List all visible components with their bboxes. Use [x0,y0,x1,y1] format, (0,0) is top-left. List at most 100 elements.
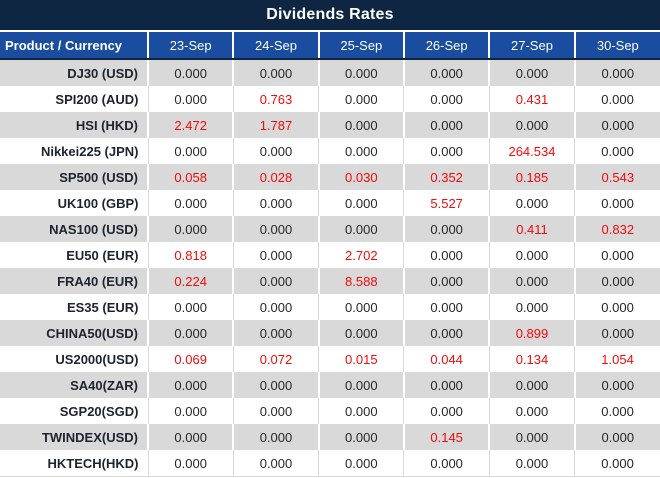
product-cell: UK100 (GBP) [0,190,148,216]
table-row: EU50 (EUR) 0.818 0.000 2.702 0.000 0.000 0.000 [0,242,660,268]
table-title: Dividends Rates [0,0,660,32]
value-cell: 0.000 [574,398,660,424]
value-cell: 0.000 [232,320,319,346]
value-cell: 0.000 [488,294,575,320]
table-row: NAS100 (USD) 0.000 0.000 0.000 0.000 0.411 0.8… [0,216,660,242]
value-cell: 0.000 [574,138,660,164]
value-cell: 0.000 [403,450,490,477]
value-cell: 0.000 [402,320,490,346]
value-cell: 0.818 [147,242,234,268]
value-cell: 0.000 [573,59,660,86]
value-cell: 0.000 [574,242,660,268]
value-cell: 0.000 [317,59,404,86]
table-row: SPI200 (AUD) 0.000 0.763 0.000 0.000 0.431 0.0… [0,86,660,112]
product-cell: SA40(ZAR) [0,372,148,398]
value-cell: 0.000 [317,112,404,138]
table-row: DJ30 (USD) 0.000 0.000 0.000 0.000 0.000 0.000 [0,59,660,86]
value-cell: 0.000 [146,372,234,398]
value-cell: 0.000 [147,450,234,477]
value-cell: 0.763 [232,86,319,112]
table-title-text: Dividends Rates [266,6,394,23]
column-header-date-2: 24-Sep [232,32,319,60]
value-cell: 0.000 [402,372,490,398]
value-cell: 0.000 [232,216,319,242]
product-cell: Nikkei225 (JPN) [0,138,148,164]
value-cell: 0.224 [146,268,234,294]
table-row: FRA40 (EUR) 0.224 0.000 8.588 0.000 0.000 0.00… [0,268,660,294]
value-cell: 0.000 [232,268,319,294]
value-cell: 0.000 [318,294,404,320]
product-cell: DJ30 (USD) [0,59,148,86]
value-cell: 0.411 [488,216,575,242]
product-cell: SP500 (USD) [0,164,148,190]
value-cell: 0.000 [573,112,660,138]
value-cell: 0.000 [488,424,575,450]
value-cell: 0.058 [146,164,234,190]
value-cell: 2.472 [146,112,234,138]
value-cell: 0.000 [574,450,660,477]
column-header-date-1: 23-Sep [146,32,234,60]
value-cell: 0.000 [232,294,319,320]
value-cell: 0.543 [573,164,660,190]
value-cell: 0.000 [232,372,319,398]
value-cell: 0.134 [488,346,575,372]
value-cell: 0.000 [318,138,404,164]
table-row: CHINA50(USD) 0.000 0.000 0.000 0.000 0.899 0.0… [0,320,660,346]
product-cell: HSI (HKD) [0,112,148,138]
value-cell: 0.000 [318,398,404,424]
value-cell: 0.000 [574,190,660,216]
value-cell: 0.000 [232,190,319,216]
table-body: DJ30 (USD) 0.000 0.000 0.000 0.000 0.000 0.000… [0,59,660,477]
value-cell: 0.000 [146,424,234,450]
value-cell: 0.000 [403,138,490,164]
value-cell: 0.352 [402,164,490,190]
value-cell: 0.044 [403,346,490,372]
value-cell: 0.000 [317,216,404,242]
value-cell: 0.000 [402,216,490,242]
table-row: ES35 (EUR) 0.000 0.000 0.000 0.000 0.000 0.000 [0,294,660,320]
value-cell: 0.000 [318,190,404,216]
column-header-date-4: 26-Sep [402,32,490,60]
value-cell: 0.000 [574,86,660,112]
value-cell: 0.000 [573,268,660,294]
value-cell: 0.000 [402,59,490,86]
value-cell: 0.000 [488,268,575,294]
value-cell: 0.000 [147,86,234,112]
value-cell: 0.000 [488,112,575,138]
column-header-date-5: 27-Sep [488,32,575,60]
value-cell: 0.000 [403,86,490,112]
value-cell: 0.000 [147,398,234,424]
value-cell: 0.000 [403,398,490,424]
value-cell: 0.000 [317,424,404,450]
value-cell: 0.000 [232,450,319,477]
value-cell: 0.000 [147,294,234,320]
table-row: SGP20(SGD) 0.000 0.000 0.000 0.000 0.000 0.000 [0,398,660,424]
value-cell: 0.431 [488,86,575,112]
table-row: US2000(USD) 0.069 0.072 0.015 0.044 0.134 1.05… [0,346,660,372]
value-cell: 0.000 [146,216,234,242]
table-row: HSI (HKD) 2.472 1.787 0.000 0.000 0.000 0.000 [0,112,660,138]
product-cell: ES35 (EUR) [0,294,148,320]
product-cell: EU50 (EUR) [0,242,148,268]
table-row: Nikkei225 (JPN) 0.000 0.000 0.000 0.000 264.5… [0,138,660,164]
value-cell: 8.588 [317,268,404,294]
table-header-row: Product / Currency 23-Sep 24-Sep 25-Sep … [0,32,660,60]
value-cell: 0.832 [573,216,660,242]
table-row: SP500 (USD) 0.058 0.028 0.030 0.352 0.185 0.54… [0,164,660,190]
column-header-date-6: 30-Sep [573,32,660,60]
value-cell: 0.000 [488,190,575,216]
value-cell: 0.000 [488,242,575,268]
column-header-product: Product / Currency [0,32,148,60]
value-cell: 0.000 [488,450,575,477]
value-cell: 0.000 [318,450,404,477]
value-cell: 0.000 [317,372,404,398]
product-cell: CHINA50(USD) [0,320,148,346]
value-cell: 0.000 [146,320,234,346]
table-row: HKTECH(HKD) 0.000 0.000 0.000 0.000 0.000 0.00… [0,450,660,477]
product-cell: NAS100 (USD) [0,216,148,242]
value-cell: 0.899 [488,320,575,346]
product-cell: US2000(USD) [0,346,148,372]
value-cell: 0.000 [573,320,660,346]
value-cell: 0.000 [232,242,319,268]
value-cell: 0.000 [147,190,234,216]
